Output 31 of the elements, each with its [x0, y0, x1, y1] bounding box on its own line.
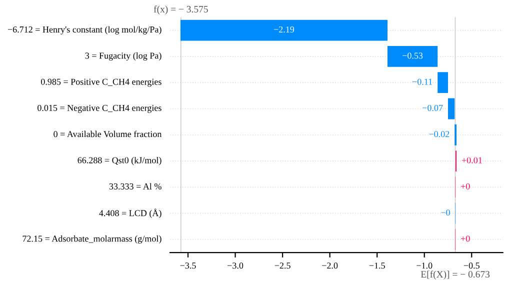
data-label: −0.11: [412, 78, 432, 85]
ref-line-label: E[f(X)] = − 0.673: [420, 270, 490, 280]
y-tick-label: 72.15 = Adsorbate_molarmass (g/mol): [22, 235, 162, 244]
data-label: +0: [461, 183, 470, 190]
data-label: +0: [461, 236, 470, 242]
x-tick-label: −1.5: [369, 262, 385, 269]
bar: [448, 98, 455, 120]
bar: [180, 20, 388, 41]
y-tick-label: 3 = Fugacity (log Pa): [85, 52, 162, 61]
x-tick-label: −2.0: [322, 262, 338, 269]
x-tick-label: −0.5: [464, 262, 480, 269]
data-label: +0.01: [462, 157, 482, 164]
data-label: −0.07: [422, 104, 443, 112]
x-tick-label: −3.5: [180, 262, 196, 269]
x-tick-label: −2.5: [274, 262, 290, 269]
bar: [438, 72, 448, 94]
y-tick-label: 0.985 = Positive C_CH4 energies: [41, 78, 162, 87]
data-label: −0.53: [402, 52, 423, 59]
y-tick-label: 66.288 = Qst0 (kJ/mol): [78, 156, 162, 166]
data-label: −2.19: [274, 26, 294, 33]
y-tick-label: 33.333 = Al %: [109, 183, 162, 190]
y-tick-label: 0 = Available Volume fraction: [54, 130, 162, 138]
ref-line-label: f(x) = − 3.575: [154, 6, 208, 14]
bar: [387, 46, 438, 67]
x-tick-label: −3.0: [228, 262, 244, 269]
y-tick-label: −6.712 = Henry's constant (log mol/kg/Pa): [8, 26, 162, 34]
x-tick-label: −1.0: [416, 262, 432, 269]
data-label: −0.02: [429, 131, 450, 138]
y-tick-label: 0.015 = Negative C_CH4 energies: [38, 104, 162, 113]
y-tick-label: 4.408 = LCD (Å): [99, 208, 162, 218]
data-label: −0: [441, 210, 450, 216]
